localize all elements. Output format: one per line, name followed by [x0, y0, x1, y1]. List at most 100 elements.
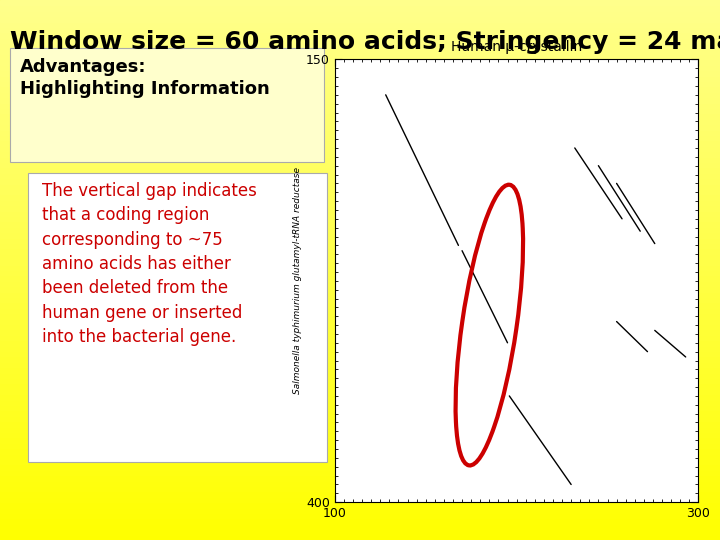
Bar [0, 308, 720, 313]
Bar [0, 162, 720, 167]
Bar [0, 297, 720, 302]
Bar [0, 292, 720, 297]
Text: Advantages:
Highlighting Information: Advantages: Highlighting Information [20, 58, 270, 98]
Bar [0, 362, 720, 367]
Bar [0, 513, 720, 518]
Bar [0, 340, 720, 346]
Text: Window size = 60 amino acids; Stringency = 24 matches: Window size = 60 amino acids; Stringency… [10, 30, 720, 54]
Bar [0, 157, 720, 162]
Bar [0, 389, 720, 394]
Bar [0, 400, 720, 405]
Bar [0, 470, 720, 475]
Bar [0, 491, 720, 497]
Bar [0, 167, 720, 173]
Bar [0, 32, 720, 38]
Bar [0, 92, 720, 97]
Bar [0, 194, 720, 200]
Bar [0, 448, 720, 454]
Bar [0, 124, 720, 130]
Bar [0, 421, 720, 427]
Bar [0, 394, 720, 400]
Bar [0, 416, 720, 421]
Bar [0, 65, 720, 70]
Bar [0, 319, 720, 324]
Bar [0, 119, 720, 124]
Bar [0, 286, 720, 292]
Bar [0, 227, 720, 232]
Bar [0, 135, 720, 140]
Bar [0, 265, 720, 270]
Bar [0, 410, 720, 416]
Bar [0, 502, 720, 508]
Bar [0, 383, 720, 389]
Bar [0, 70, 720, 76]
FancyBboxPatch shape [10, 48, 324, 162]
Bar [0, 113, 720, 119]
Bar [0, 216, 720, 221]
Bar [0, 173, 720, 178]
Bar [0, 529, 720, 535]
Bar [0, 108, 720, 113]
Bar [0, 11, 720, 16]
Bar [0, 86, 720, 92]
Bar [0, 443, 720, 448]
Bar [0, 259, 720, 265]
Bar [0, 346, 720, 351]
Bar [0, 43, 720, 49]
Bar [0, 454, 720, 459]
FancyBboxPatch shape [28, 173, 327, 462]
Bar [0, 508, 720, 513]
Bar [0, 178, 720, 184]
Bar [0, 5, 720, 11]
Bar [0, 464, 720, 470]
Bar [0, 238, 720, 243]
Bar [0, 16, 720, 22]
Bar [0, 232, 720, 238]
Bar [0, 437, 720, 443]
Bar [0, 459, 720, 464]
Bar [0, 486, 720, 491]
Bar [0, 373, 720, 378]
Bar [0, 0, 720, 5]
Bar [0, 481, 720, 486]
Bar [0, 54, 720, 59]
Title: Human μ-crystallin: Human μ-crystallin [451, 40, 582, 54]
Bar [0, 302, 720, 308]
Bar [0, 211, 720, 216]
Bar [0, 497, 720, 502]
Bar [0, 140, 720, 146]
Bar [0, 281, 720, 286]
Bar [0, 248, 720, 254]
Bar [0, 205, 720, 211]
Bar [0, 313, 720, 319]
Bar [0, 103, 720, 108]
Bar [0, 76, 720, 81]
Bar [0, 475, 720, 481]
Bar [0, 59, 720, 65]
Bar [0, 324, 720, 329]
Bar [0, 189, 720, 194]
Bar [0, 27, 720, 32]
Bar [0, 405, 720, 410]
Text: The vertical gap indicates
that a coding region
corresponding to ~75
amino acids: The vertical gap indicates that a coding… [42, 182, 257, 346]
Bar [0, 184, 720, 189]
Bar [0, 146, 720, 151]
Bar [0, 49, 720, 54]
Bar [0, 254, 720, 259]
Bar [0, 243, 720, 248]
Bar [0, 151, 720, 157]
Bar [0, 518, 720, 524]
Bar [0, 22, 720, 27]
Bar [0, 535, 720, 540]
Bar [0, 329, 720, 335]
Bar [0, 378, 720, 383]
Bar [0, 270, 720, 275]
Bar [0, 351, 720, 356]
Bar [0, 97, 720, 103]
Y-axis label: Salmonella typhimurium glutamyl-tRNA reductase: Salmonella typhimurium glutamyl-tRNA red… [293, 167, 302, 394]
Bar [0, 524, 720, 529]
Bar [0, 38, 720, 43]
Bar [0, 275, 720, 281]
Bar [0, 335, 720, 340]
Bar [0, 356, 720, 362]
